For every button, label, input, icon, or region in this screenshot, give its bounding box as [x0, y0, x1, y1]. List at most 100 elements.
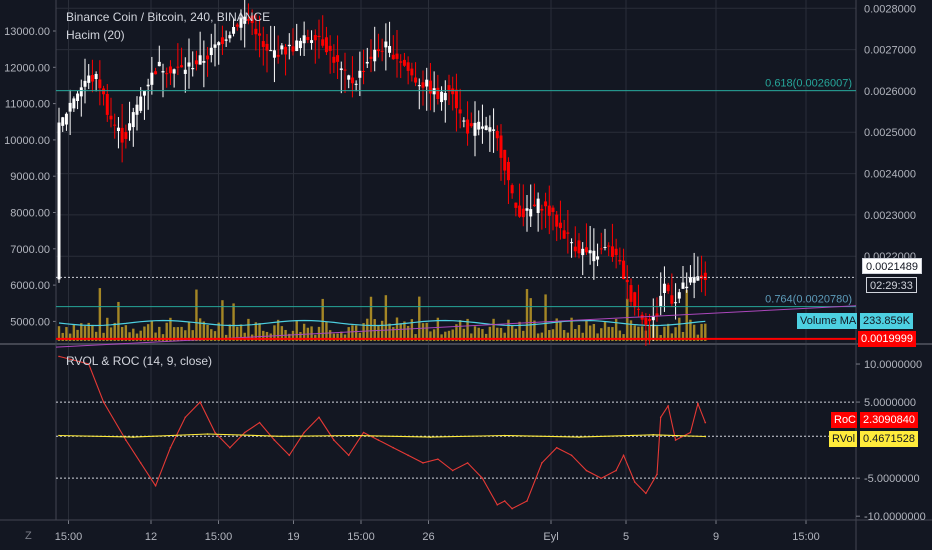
volume-bar	[522, 330, 525, 341]
candle-body	[417, 85, 421, 87]
volume-bar	[239, 324, 243, 341]
volume-bar	[380, 320, 384, 341]
candle-body	[573, 246, 577, 252]
volume-bar	[362, 323, 365, 341]
volume-indicator-label: Hacim (20)	[66, 28, 125, 42]
volume-bar	[696, 334, 700, 341]
candle-body	[373, 49, 377, 62]
candle-body	[555, 214, 559, 227]
series-point-roc	[288, 454, 291, 457]
volume-bar	[518, 321, 521, 341]
volume-bar	[392, 327, 395, 341]
right-tick-label: 0.0028000	[864, 3, 916, 15]
oscillator-title: RVOL & ROC (14, 9, close)	[66, 354, 213, 368]
candle-body	[172, 69, 176, 74]
volume-bar	[254, 322, 258, 341]
volume-bar	[83, 326, 87, 341]
volume-bar	[525, 289, 529, 341]
candle-body	[250, 15, 254, 24]
volume-bar	[250, 334, 254, 341]
candle-body	[414, 77, 418, 83]
x-tick-label: 12	[145, 531, 157, 543]
candle-body	[280, 45, 284, 50]
osc-tick-label: 10.0000000	[864, 359, 922, 371]
candle-body	[105, 93, 109, 115]
volume-bar	[663, 326, 666, 341]
candle-body	[79, 87, 83, 97]
candle-body	[488, 127, 492, 132]
volume-bar	[165, 322, 168, 341]
candle-body	[165, 73, 169, 75]
candle-body	[109, 115, 113, 120]
candle-body	[61, 117, 65, 126]
candle-body	[562, 230, 566, 239]
volume-bar	[488, 326, 492, 341]
candle-body	[142, 91, 146, 96]
candle-body	[194, 60, 198, 65]
volume-bar	[280, 326, 284, 341]
series-point-roc	[258, 421, 261, 424]
osc-tick-label: -10.0000000	[864, 511, 926, 523]
series-point-roc	[377, 439, 380, 441]
volume-bar	[198, 318, 202, 341]
candle-body	[72, 98, 76, 109]
volume-bar	[325, 322, 328, 341]
volume-bar	[406, 325, 410, 341]
candle-body	[607, 245, 611, 247]
candle-body	[577, 240, 581, 254]
candle-body	[670, 295, 674, 304]
series-point-roc	[466, 462, 469, 464]
volume-bar	[276, 319, 280, 341]
candle-body	[202, 61, 206, 63]
candle-body	[618, 259, 622, 262]
volume-bar	[670, 333, 674, 341]
corner-label[interactable]: Z	[25, 530, 32, 542]
x-tick-label: 26	[422, 531, 434, 543]
volume-bar	[169, 317, 172, 341]
candle-body	[436, 87, 440, 99]
volume-bar	[637, 326, 640, 341]
candle-body	[168, 66, 172, 74]
volume-bar	[202, 321, 206, 341]
candle-body	[599, 248, 603, 250]
candle-body	[685, 286, 689, 289]
series-point-rvol	[281, 435, 283, 438]
osc-tick-label: 5.0000000	[864, 397, 916, 409]
volume-bar	[399, 323, 402, 341]
volume-bar	[455, 324, 458, 341]
series-line-rvol	[58, 433, 706, 438]
candle-body	[258, 33, 262, 36]
series-point-roc	[667, 405, 669, 407]
candle-body	[98, 79, 102, 89]
candle-body	[458, 109, 462, 114]
volume-bar	[514, 328, 518, 341]
candle-body	[198, 55, 202, 65]
candle-body	[384, 41, 388, 48]
volume-bar	[492, 318, 495, 341]
volume-bar	[477, 327, 480, 341]
volume-bar	[302, 323, 306, 341]
series-point-roc	[362, 431, 365, 434]
volume-bar	[544, 294, 547, 341]
volume-bar	[559, 320, 562, 341]
volume-bar	[689, 319, 692, 341]
candle-body	[648, 318, 652, 322]
volume-bar	[481, 329, 484, 341]
volume-bar	[574, 328, 577, 341]
candle-body	[636, 308, 640, 310]
series-point-roc	[333, 439, 335, 441]
volume-bar	[135, 333, 139, 341]
volume-bar	[347, 327, 350, 341]
series-point-roc	[496, 503, 499, 506]
volume-bar	[213, 331, 217, 341]
candle-body	[83, 80, 87, 87]
candle-body	[68, 102, 72, 112]
candle-body	[622, 260, 626, 280]
chart-title: Binance Coin / Bitcoin, 240, BINANCE	[66, 10, 271, 24]
candle-body	[391, 54, 395, 60]
volume-bar	[236, 326, 239, 341]
volume-bar	[247, 318, 250, 341]
volume-bar	[611, 327, 614, 341]
candle-body	[666, 284, 670, 292]
